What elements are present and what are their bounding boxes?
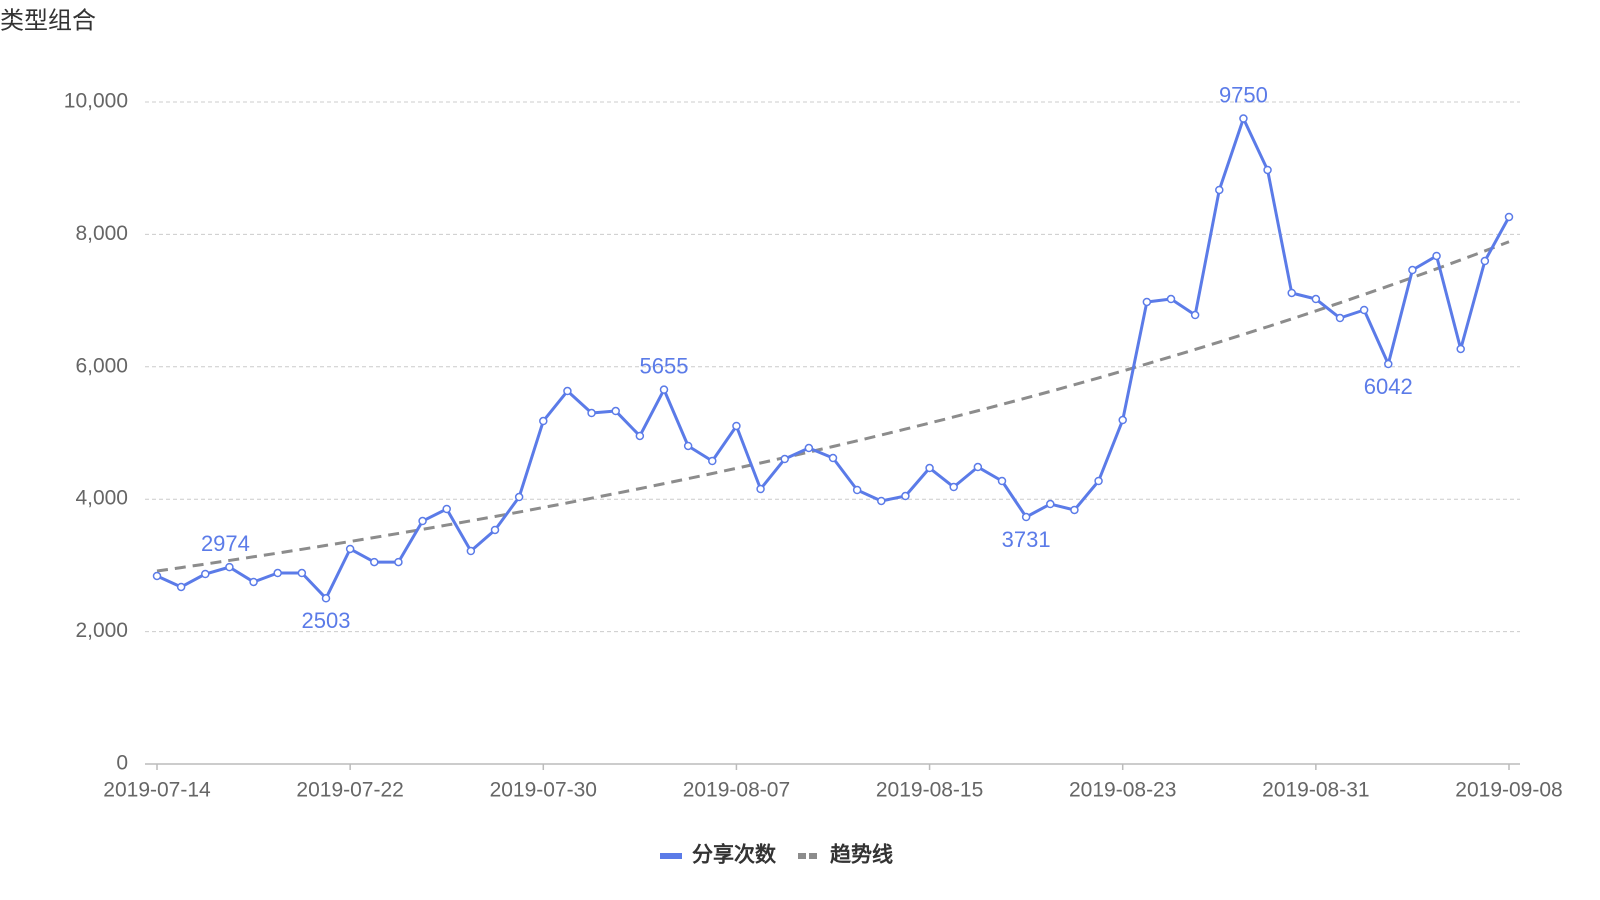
x-tick-label: 2019-07-14	[103, 779, 211, 802]
data-point	[297, 568, 307, 578]
x-tick-label: 2019-08-07	[683, 779, 790, 802]
data-point	[635, 431, 645, 441]
data-point	[273, 568, 282, 578]
y-tick-label: 4,000	[75, 487, 128, 510]
data-point	[1166, 294, 1176, 304]
data-point	[828, 453, 838, 463]
data-point	[563, 386, 572, 396]
y-tick-label: 8,000	[75, 222, 128, 245]
data-point	[925, 463, 934, 473]
data-point	[949, 482, 958, 492]
trend-line	[156, 240, 1510, 573]
legend-label: 分享次数	[692, 843, 777, 867]
data-point	[225, 562, 234, 572]
data-point	[659, 385, 669, 394]
y-tick-label: 6,000	[75, 354, 128, 377]
y-tick-label: 2,000	[75, 619, 128, 642]
data-point	[611, 406, 620, 416]
data-point	[1287, 288, 1296, 298]
chart-title: 类型组合	[0, 7, 96, 34]
data-point	[877, 496, 886, 506]
data-point	[901, 491, 910, 501]
data-point	[249, 577, 258, 587]
data-point	[394, 557, 403, 567]
data-point	[514, 492, 524, 502]
data-point	[1359, 305, 1369, 315]
data-point	[176, 582, 186, 592]
data-point	[539, 416, 548, 426]
data-point	[1190, 310, 1200, 320]
data-point	[997, 476, 1007, 486]
data-label: 3731	[1002, 527, 1051, 552]
data-point	[1070, 505, 1079, 515]
data-point	[708, 456, 717, 466]
data-label: 6042	[1364, 374, 1413, 399]
data-point	[442, 504, 451, 514]
data-point	[973, 462, 983, 472]
data-point	[780, 454, 789, 464]
data-point	[852, 485, 862, 495]
data-line	[156, 117, 1511, 600]
data-label: 9750	[1219, 82, 1268, 107]
y-tick-label: 10,000	[64, 90, 128, 113]
data-point	[1215, 185, 1224, 195]
data-point	[587, 408, 596, 418]
data-point	[732, 421, 741, 431]
data-point	[756, 484, 765, 494]
data-point	[345, 544, 355, 554]
x-tick-label: 2019-08-15	[876, 779, 983, 802]
x-tick-label: 2019-09-08	[1455, 779, 1562, 802]
x-tick-label: 2019-07-22	[296, 779, 403, 802]
data-label: 5655	[640, 353, 689, 378]
x-tick-label: 2019-08-31	[1262, 779, 1369, 802]
legend-label: 趋势线	[830, 843, 893, 867]
data-point	[1021, 512, 1031, 522]
data-point	[1480, 256, 1490, 266]
data-point	[418, 516, 427, 526]
data-point	[1408, 265, 1417, 275]
data-point	[370, 557, 379, 567]
data-label: 2503	[302, 608, 351, 633]
data-point	[1239, 114, 1248, 123]
data-point	[683, 441, 693, 451]
data-point	[1263, 165, 1272, 175]
data-point	[321, 594, 331, 603]
data-point	[1094, 476, 1103, 486]
data-point	[152, 571, 162, 581]
y-tick-label: 0	[116, 752, 128, 775]
data-point	[1118, 415, 1127, 425]
data-point	[1142, 297, 1152, 307]
data-point	[1311, 294, 1321, 304]
x-tick-label: 2019-07-30	[490, 779, 597, 802]
data-point	[490, 525, 500, 535]
data-point	[1384, 359, 1393, 369]
data-point	[466, 546, 476, 556]
data-point	[1456, 344, 1465, 354]
data-point	[1046, 499, 1055, 509]
x-tick-label: 2019-08-23	[1069, 779, 1176, 802]
data-point	[804, 443, 814, 453]
data-label: 2974	[201, 531, 250, 556]
data-point	[201, 569, 210, 579]
data-point	[1335, 313, 1345, 323]
data-point	[1432, 251, 1441, 261]
data-point	[1504, 212, 1514, 222]
